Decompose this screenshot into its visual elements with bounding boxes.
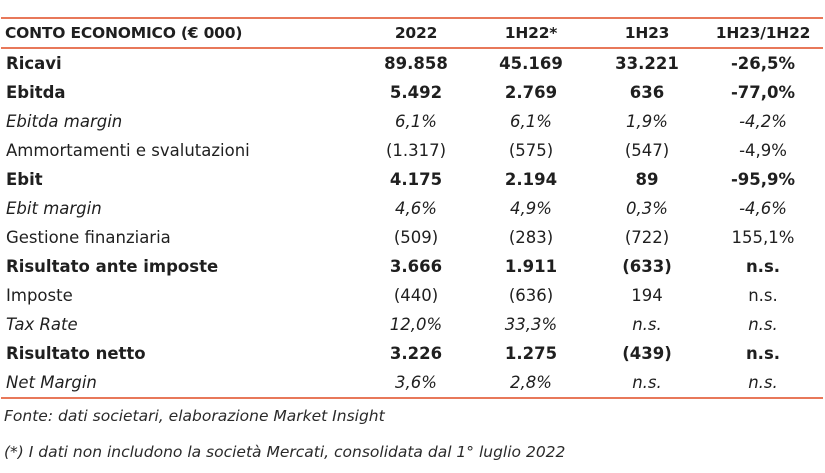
cell-variation: -26,5% <box>730 54 796 73</box>
cell-2022: 4.175 <box>389 170 443 189</box>
row-label: Risultato ante imposte <box>6 257 219 276</box>
cell-1h23: n.s. <box>632 315 662 334</box>
cell-variation: n.s. <box>748 286 778 305</box>
cell-1h22: (636) <box>508 286 554 305</box>
cell-2022: 89.858 <box>384 54 448 73</box>
cell-1h23: (722) <box>624 228 670 247</box>
cell-2022: (440) <box>393 286 439 305</box>
cell-1h23: 636 <box>629 83 665 102</box>
cell-2022: 4,6% <box>395 199 437 218</box>
cell-1h22: 4,9% <box>510 199 552 218</box>
header-1h23: 1H23 <box>591 17 703 49</box>
table-header-row: CONTO ECONOMICO (€ 000) 2022 1H22* 1H23 … <box>1 17 823 49</box>
cell-1h22: 2.194 <box>504 170 558 189</box>
income-statement-table: CONTO ECONOMICO (€ 000) 2022 1H22* 1H23 … <box>1 17 823 399</box>
cell-1h22: (283) <box>508 228 554 247</box>
cell-variation: n.s. <box>748 315 778 334</box>
row-label: Imposte <box>6 286 73 305</box>
row-label: Ebit <box>6 170 43 189</box>
cell-1h23: 33.221 <box>615 54 679 73</box>
cell-1h22: 45.169 <box>499 54 563 73</box>
table-body: Ricavi 89.858 45.169 33.221 -26,5% Ebitd… <box>1 48 823 399</box>
header-variation: 1H23/1H22 <box>703 17 823 49</box>
cell-1h22: 1.911 <box>504 257 558 276</box>
row-label: Ammortamenti e svalutazioni <box>6 141 250 160</box>
cell-2022: 3,6% <box>361 368 471 399</box>
cell-1h22: 2,8% <box>471 368 591 399</box>
cell-variation: -4,2% <box>739 112 787 131</box>
header-title: CONTO ECONOMICO (€ 000) <box>1 17 361 49</box>
cell-variation: -4,6% <box>739 199 787 218</box>
cell-1h23: 0,3% <box>626 199 668 218</box>
table-row: Ebit margin 4,6% 4,9% 0,3% -4,6% <box>1 194 823 223</box>
header-1h22: 1H22* <box>471 17 591 49</box>
row-label: Net Margin <box>1 368 361 399</box>
cell-variation: -77,0% <box>730 83 796 102</box>
row-label: Ebitda margin <box>6 112 123 131</box>
row-label: Risultato netto <box>6 344 146 363</box>
table-row: Risultato ante imposte 3.666 1.911 (633)… <box>1 252 823 281</box>
cell-1h22: 2.769 <box>504 83 558 102</box>
cell-1h23: 194 <box>631 286 663 305</box>
cell-variation: -95,9% <box>730 170 796 189</box>
cell-1h22: 1.275 <box>504 344 558 363</box>
cell-1h23: 89 <box>635 170 659 189</box>
cell-2022: 5.492 <box>389 83 443 102</box>
cell-1h22: 6,1% <box>510 112 552 131</box>
cell-1h22: (575) <box>508 141 554 160</box>
cell-2022: (509) <box>393 228 439 247</box>
cell-1h23: n.s. <box>591 368 703 399</box>
cell-1h23: (547) <box>624 141 670 160</box>
table-row: Tax Rate 12,0% 33,3% n.s. n.s. <box>1 310 823 339</box>
row-label: Ricavi <box>6 54 62 73</box>
table-row: Risultato netto 3.226 1.275 (439) n.s. <box>1 339 823 368</box>
row-label: Ebit margin <box>6 199 102 218</box>
cell-1h23: (439) <box>622 344 672 363</box>
cell-2022: 3.226 <box>389 344 443 363</box>
cell-variation: n.s. <box>745 257 781 276</box>
cell-2022: 12,0% <box>389 315 443 334</box>
table-row: Ebit 4.175 2.194 89 -95,9% <box>1 165 823 194</box>
row-label: Tax Rate <box>6 315 78 334</box>
source-note: Fonte: dati societari, elaborazione Mark… <box>4 407 385 425</box>
cell-2022: 6,1% <box>395 112 437 131</box>
table-row: Net Margin 3,6% 2,8% n.s. n.s. <box>1 368 823 399</box>
footnote: (*) I dati non includono la società Merc… <box>4 443 566 461</box>
cell-variation: 155,1% <box>731 228 795 247</box>
row-label: Gestione finanziaria <box>6 228 171 247</box>
income-statement-container: CONTO ECONOMICO (€ 000) 2022 1H22* 1H23 … <box>0 17 825 399</box>
cell-2022: (1.317) <box>385 141 447 160</box>
cell-2022: 3.666 <box>389 257 443 276</box>
cell-variation: n.s. <box>745 344 781 363</box>
cell-variation: -4,9% <box>739 141 787 160</box>
table-row: Gestione finanziaria (509) (283) (722) 1… <box>1 223 823 252</box>
table-row: Ebitda 5.492 2.769 636 -77,0% <box>1 78 823 107</box>
table-row: Ebitda margin 6,1% 6,1% 1,9% -4,2% <box>1 107 823 136</box>
table-row: Ammortamenti e svalutazioni (1.317) (575… <box>1 136 823 165</box>
header-2022: 2022 <box>361 17 471 49</box>
table-row: Imposte (440) (636) 194 n.s. <box>1 281 823 310</box>
cell-variation: n.s. <box>703 368 823 399</box>
cell-1h22: 33,3% <box>504 315 558 334</box>
row-label: Ebitda <box>6 83 66 102</box>
cell-1h23: (633) <box>622 257 672 276</box>
cell-1h23: 1,9% <box>626 112 668 131</box>
table-row: Ricavi 89.858 45.169 33.221 -26,5% <box>1 48 823 78</box>
